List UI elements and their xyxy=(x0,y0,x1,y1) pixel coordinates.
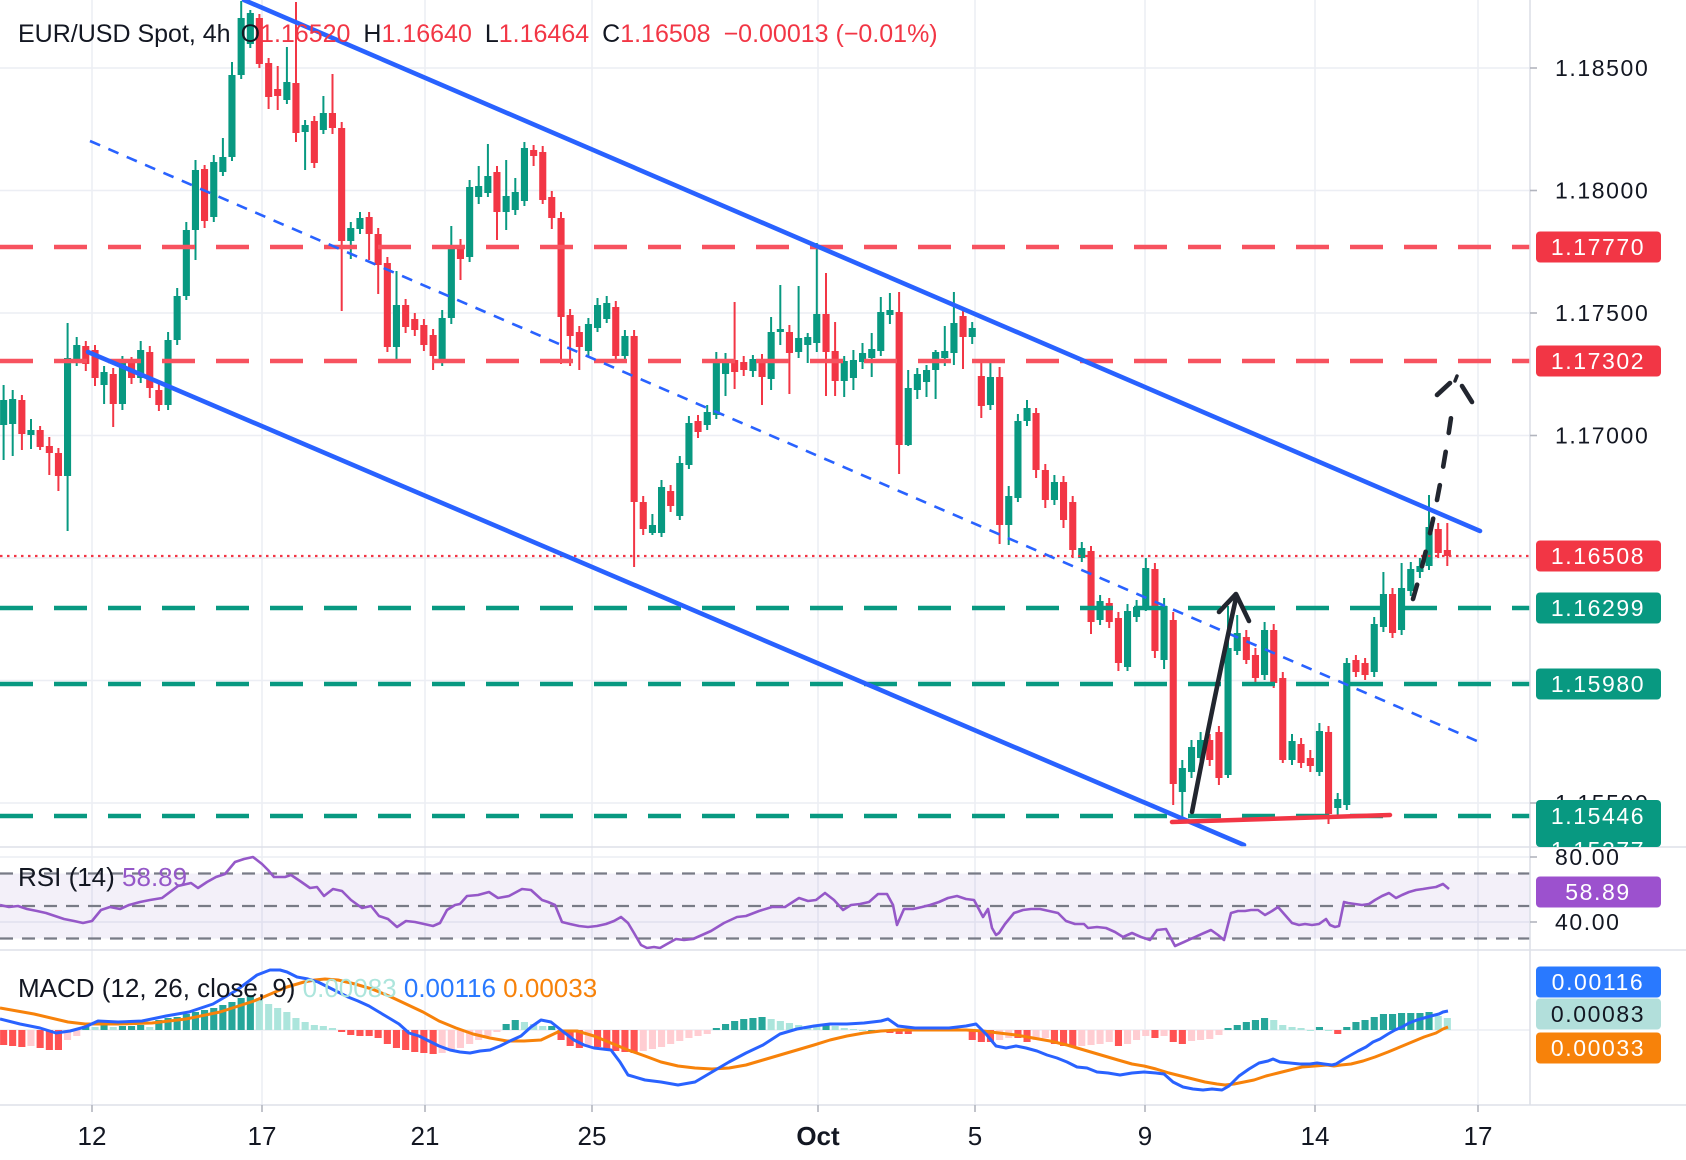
svg-text:1.17500: 1.17500 xyxy=(1555,300,1649,326)
svg-text:Oct: Oct xyxy=(796,1121,840,1151)
svg-text:14: 14 xyxy=(1301,1121,1330,1151)
svg-text:5: 5 xyxy=(968,1121,982,1151)
svg-text:17: 17 xyxy=(248,1121,277,1151)
svg-text:1.18500: 1.18500 xyxy=(1555,55,1649,81)
svg-text:40.00: 40.00 xyxy=(1555,909,1621,935)
svg-text:1.17770: 1.17770 xyxy=(1551,234,1645,260)
svg-text:1.15377: 1.15377 xyxy=(1551,837,1645,863)
svg-text:1.15980: 1.15980 xyxy=(1551,671,1645,697)
svg-text:1.16508: 1.16508 xyxy=(1551,543,1645,569)
svg-text:58.89: 58.89 xyxy=(1565,879,1631,905)
svg-text:1.17000: 1.17000 xyxy=(1555,423,1649,449)
svg-text:0.00083: 0.00083 xyxy=(1551,1001,1645,1027)
svg-text:0.00116: 0.00116 xyxy=(1552,969,1645,995)
svg-text:80.00: 80.00 xyxy=(1555,844,1621,870)
svg-text:25: 25 xyxy=(578,1121,607,1151)
svg-text:1.15446: 1.15446 xyxy=(1551,803,1645,829)
svg-text:0.00033: 0.00033 xyxy=(1551,1035,1645,1061)
svg-text:12: 12 xyxy=(78,1121,107,1151)
svg-text:17: 17 xyxy=(1464,1121,1493,1151)
svg-text:21: 21 xyxy=(411,1121,440,1151)
svg-text:1.16299: 1.16299 xyxy=(1551,595,1645,621)
svg-text:MACD (12, 26, close, 9) 0.0008: MACD (12, 26, close, 9) 0.00083 0.00116 … xyxy=(18,973,597,1003)
svg-text:1.18000: 1.18000 xyxy=(1555,178,1649,204)
svg-text:9: 9 xyxy=(1138,1121,1152,1151)
svg-text:RSI (14) 58.89: RSI (14) 58.89 xyxy=(18,862,187,892)
svg-text:1.17302: 1.17302 xyxy=(1551,348,1645,374)
